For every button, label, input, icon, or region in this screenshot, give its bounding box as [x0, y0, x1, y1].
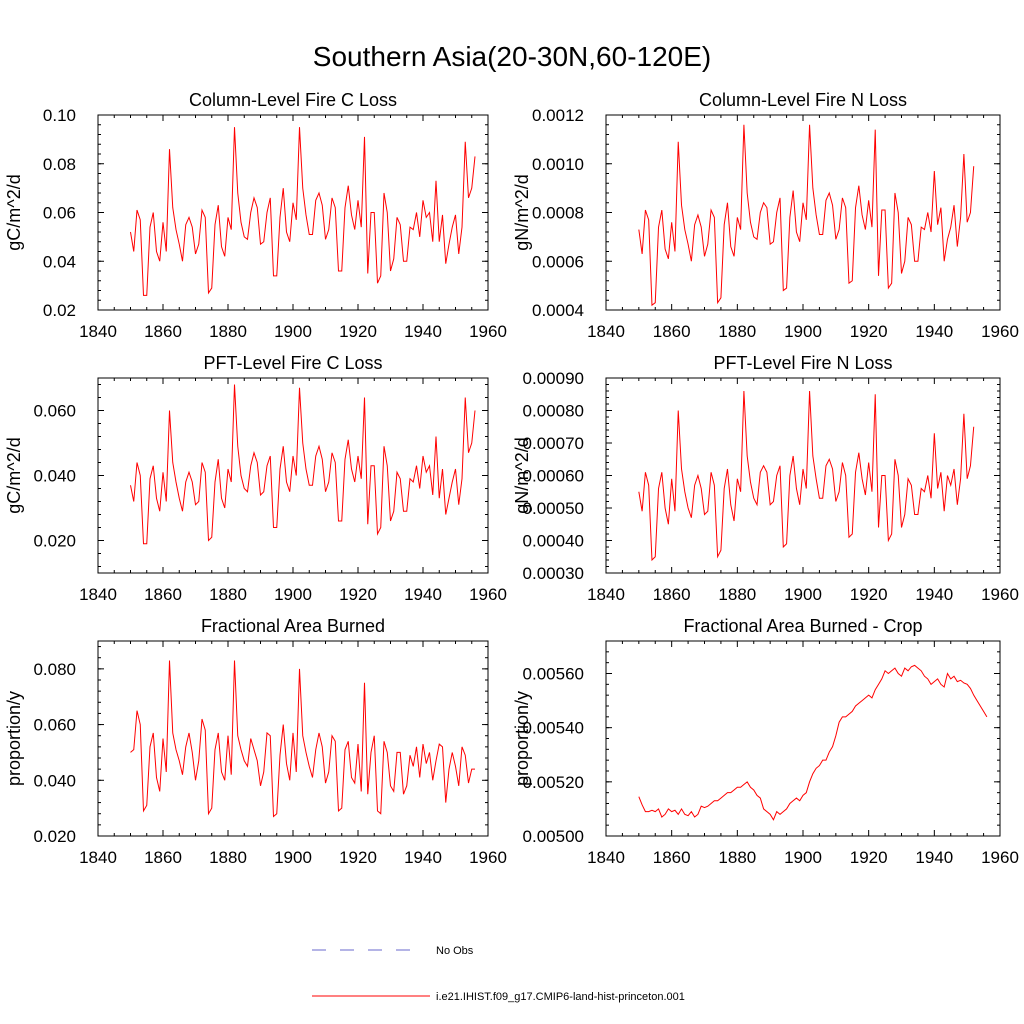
x-tick-label: 1920	[850, 848, 888, 867]
y-tick-label: 0.00540	[523, 719, 584, 738]
y-tick-label: 0.0010	[532, 155, 584, 174]
x-tick-label: 1940	[404, 848, 442, 867]
y-tick-label: 0.00030	[523, 564, 584, 583]
y-tick-label: 0.0004	[532, 301, 584, 320]
x-tick-label: 1960	[469, 322, 507, 341]
x-tick-label: 1880	[209, 322, 247, 341]
series-line	[638, 124, 975, 307]
y-axis-label: gC/m^2/d	[4, 437, 24, 513]
panel-title: Column-Level Fire N Loss	[699, 90, 907, 110]
panel-1: Column-Level Fire C Loss gC/m^2/d 1840 1860…	[4, 90, 507, 341]
x-tick-label: 1960	[981, 322, 1019, 341]
y-tick-label: 0.020	[33, 532, 76, 551]
y-axis-label: proportion/y	[4, 691, 24, 786]
x-tick-label: 1860	[144, 848, 182, 867]
x-tick-label: 1900	[784, 322, 822, 341]
y-axis-label: gN/m^2/d	[512, 174, 532, 250]
panel-4: PFT-Level Fire N Loss gN/m^2/d 1840 1860 188…	[512, 353, 1019, 604]
y-tick-label: 0.00090	[523, 369, 584, 388]
x-tick-label: 1900	[784, 585, 822, 604]
panel-title: Column-Level Fire C Loss	[189, 90, 397, 110]
y-tick-label: 0.00060	[523, 467, 584, 486]
x-tick-label: 1860	[653, 848, 691, 867]
panel-title: PFT-Level Fire N Loss	[713, 353, 892, 373]
y-tick-label: 0.040	[33, 771, 76, 790]
x-tick-label: 1880	[209, 848, 247, 867]
y-tick-label: 0.0008	[532, 204, 584, 223]
x-tick-label: 1960	[469, 585, 507, 604]
x-tick-label: 1840	[587, 322, 625, 341]
x-tick-label: 1880	[718, 848, 756, 867]
series-line	[638, 664, 988, 821]
panel-title: Fractional Area Burned	[201, 616, 385, 636]
y-tick-label: 0.0012	[532, 106, 584, 125]
x-tick-label: 1900	[274, 322, 312, 341]
y-tick-label: 0.00050	[523, 499, 584, 518]
x-tick-label: 1960	[981, 585, 1019, 604]
x-tick-label: 1840	[79, 848, 117, 867]
y-tick-label: 0.00520	[523, 773, 584, 792]
x-tick-label: 1940	[915, 848, 953, 867]
x-tick-label: 1940	[404, 322, 442, 341]
y-tick-label: 0.00500	[523, 827, 584, 846]
x-tick-label: 1880	[209, 585, 247, 604]
panel-3: PFT-Level Fire C Loss gC/m^2/d 1840 1860 188…	[4, 353, 507, 604]
figure-title: Southern Asia(20-30N,60-120E)	[313, 41, 711, 72]
series-line	[638, 390, 975, 562]
y-axis-label: gC/m^2/d	[4, 174, 24, 250]
x-tick-label: 1960	[469, 848, 507, 867]
y-tick-label: 0.00040	[523, 532, 584, 551]
legend-label-no-obs: No Obs	[436, 945, 474, 957]
x-tick-label: 1920	[339, 848, 377, 867]
x-tick-label: 1920	[850, 322, 888, 341]
x-tick-label: 1840	[587, 585, 625, 604]
series-line	[130, 660, 475, 818]
series-line	[130, 384, 476, 545]
y-axis-label: proportion/y	[512, 691, 532, 786]
y-tick-label: 0.060	[33, 402, 76, 421]
legend: No Obs i.e21.IHIST.f09_g17.CMIP6-land-hi…	[312, 945, 685, 1003]
x-tick-label: 1940	[915, 585, 953, 604]
y-tick-label: 0.06	[43, 204, 76, 223]
x-tick-label: 1880	[718, 585, 756, 604]
panel-6: Fractional Area Burned - Crop proportion/…	[512, 616, 1019, 867]
x-tick-label: 1900	[274, 585, 312, 604]
x-tick-label: 1900	[274, 848, 312, 867]
y-tick-label: 0.08	[43, 155, 76, 174]
x-tick-label: 1940	[404, 585, 442, 604]
x-tick-label: 1840	[79, 585, 117, 604]
series-line	[130, 127, 476, 296]
y-tick-label: 0.040	[33, 467, 76, 486]
y-tick-label: 0.060	[33, 716, 76, 735]
x-tick-label: 1920	[339, 585, 377, 604]
x-tick-label: 1920	[339, 322, 377, 341]
panel-5: Fractional Area Burned proportion/y 1840 18…	[4, 616, 507, 867]
legend-label-model: i.e21.IHIST.f09_g17.CMIP6-land-hist-prin…	[436, 991, 685, 1003]
x-tick-label: 1860	[144, 322, 182, 341]
y-tick-label: 0.00070	[523, 434, 584, 453]
x-tick-label: 1860	[144, 585, 182, 604]
y-tick-label: 0.04	[43, 252, 76, 271]
x-tick-label: 1840	[79, 322, 117, 341]
y-tick-label: 0.0006	[532, 252, 584, 271]
y-tick-label: 0.10	[43, 106, 76, 125]
y-tick-label: 0.080	[33, 660, 76, 679]
x-tick-label: 1940	[915, 322, 953, 341]
y-tick-label: 0.00080	[523, 402, 584, 421]
panel-title: Fractional Area Burned - Crop	[683, 616, 922, 636]
y-tick-label: 0.020	[33, 827, 76, 846]
x-tick-label: 1920	[850, 585, 888, 604]
x-tick-label: 1860	[653, 585, 691, 604]
panel-title: PFT-Level Fire C Loss	[203, 353, 382, 373]
panel-2: Column-Level Fire N Loss gN/m^2/d 1840 1860…	[512, 90, 1019, 341]
x-tick-label: 1840	[587, 848, 625, 867]
y-tick-label: 0.02	[43, 301, 76, 320]
y-tick-label: 0.00560	[523, 665, 584, 684]
y-axis-label: gN/m^2/d	[512, 437, 532, 513]
x-tick-label: 1900	[784, 848, 822, 867]
x-tick-label: 1880	[718, 322, 756, 341]
x-tick-label: 1860	[653, 322, 691, 341]
x-tick-label: 1960	[981, 848, 1019, 867]
